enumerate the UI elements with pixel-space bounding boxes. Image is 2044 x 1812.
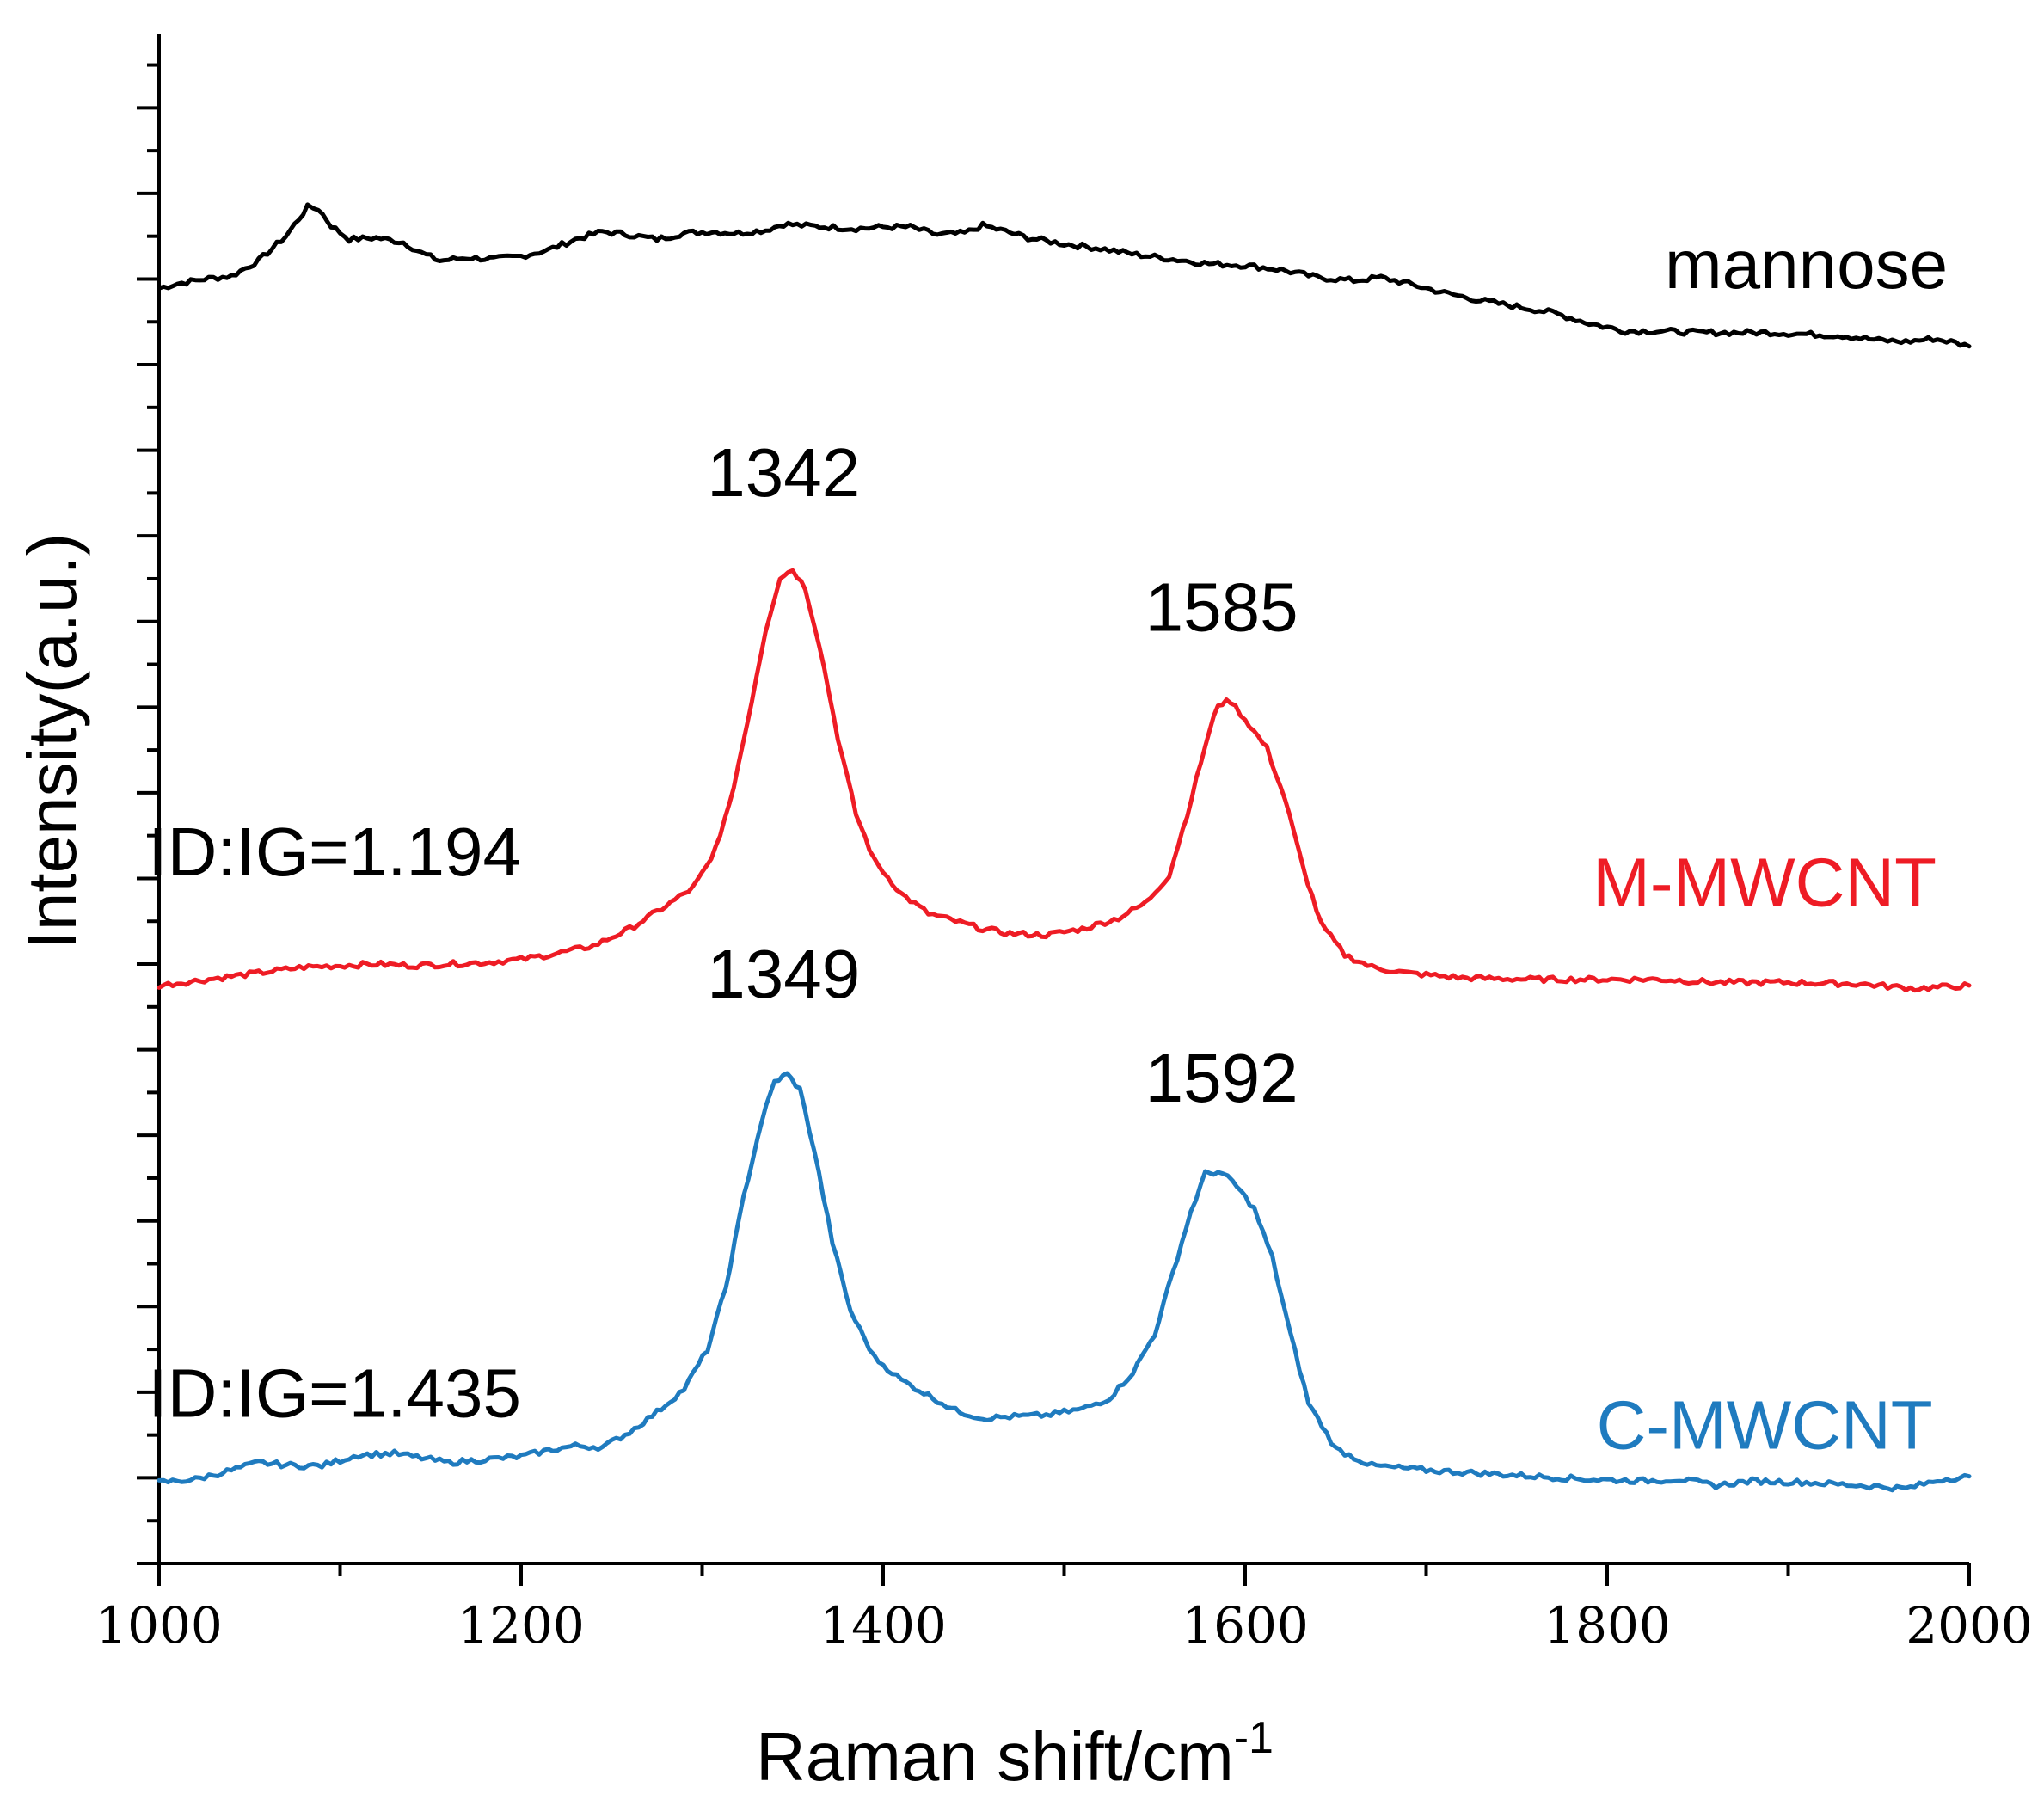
annotation-label: C-MWCNT xyxy=(1597,1387,1933,1464)
x-tick-label: 1000 xyxy=(95,1596,223,1655)
series-line-c-mwcnt xyxy=(157,1071,1972,1493)
x-axis-title: Raman shift/cm-1 xyxy=(756,1713,1274,1795)
series-line-mannose xyxy=(157,202,1972,349)
annotation-label: M-MWCNT xyxy=(1593,844,1937,920)
x-axis-title-text: Raman shift/cm xyxy=(756,1718,1234,1795)
annotation-label: mannose xyxy=(1665,226,1948,303)
annotation-label: ID:IG=1.194 xyxy=(148,814,521,890)
annotation-label: ID:IG=1.435 xyxy=(148,1354,521,1431)
series-line-m-mwcnt xyxy=(157,568,1972,993)
annotation-label: 1592 xyxy=(1145,1040,1298,1116)
x-axis-title-superscript: -1 xyxy=(1234,1713,1274,1763)
x-tick-label: 2000 xyxy=(1906,1596,2033,1655)
annotation-group: mannose 1342 1585 ID:IG=1.194 M-MWCNT 1349 159… xyxy=(148,226,1948,1464)
annotation-label: 1349 xyxy=(707,936,860,1012)
x-axis-ticks: 1000 1200 1400 1600 1800 2000 xyxy=(95,1563,2033,1655)
x-tick-label: 1400 xyxy=(819,1596,947,1655)
y-axis-ticks xyxy=(137,63,159,1565)
x-tick-label: 1200 xyxy=(457,1596,585,1655)
y-axis-title: Intensity(a.u.) xyxy=(14,533,90,950)
x-tick-label: 1600 xyxy=(1182,1596,1309,1655)
annotation-label: 1585 xyxy=(1145,568,1298,645)
series-group xyxy=(157,202,1972,1493)
x-tick-label: 1800 xyxy=(1544,1596,1671,1655)
annotation-label: 1342 xyxy=(707,434,860,511)
